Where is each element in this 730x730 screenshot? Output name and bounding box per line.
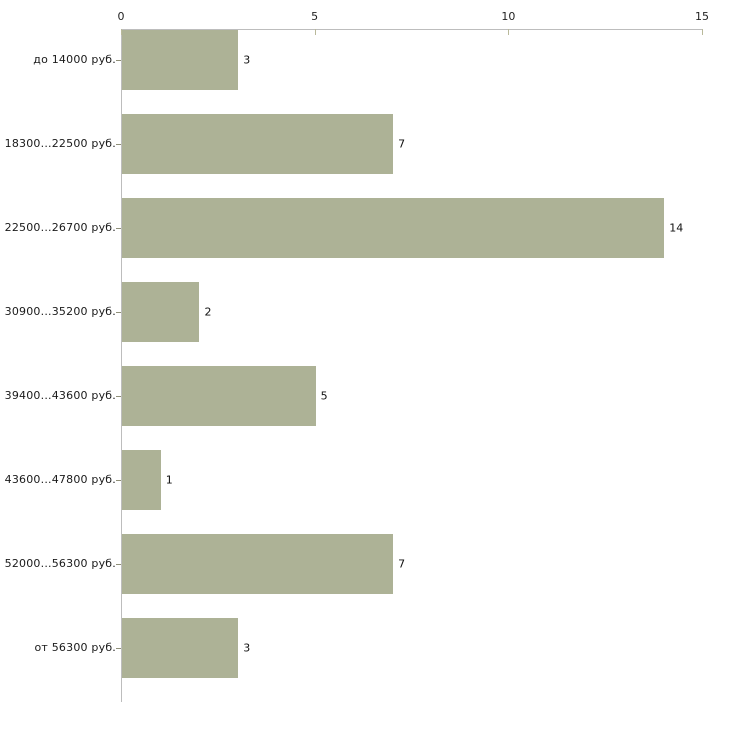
bar-value-label: 1	[165, 473, 173, 487]
bar[interactable]	[122, 114, 394, 174]
bar[interactable]	[122, 450, 161, 510]
y-axis-line	[121, 29, 122, 702]
bar-value-label: 3	[243, 53, 251, 67]
bar-value-label: 5	[320, 389, 328, 403]
x-tick-mark	[702, 29, 703, 35]
y-tick-mark	[116, 564, 121, 565]
category-label: 52000...56300 руб.	[4, 557, 116, 570]
x-axis-line	[121, 29, 702, 30]
category-label: 43600...47800 руб.	[4, 473, 116, 486]
category-label: 18300...22500 руб.	[4, 137, 116, 150]
bar-value-label: 7	[398, 557, 406, 571]
category-label: 22500...26700 руб.	[4, 221, 116, 234]
y-tick-mark	[116, 312, 121, 313]
y-tick-mark	[116, 144, 121, 145]
bar[interactable]	[122, 366, 316, 426]
bar[interactable]	[122, 534, 394, 594]
y-tick-mark	[116, 480, 121, 481]
x-tick-mark	[314, 29, 316, 35]
y-tick-mark	[116, 648, 121, 649]
bar[interactable]	[122, 30, 239, 90]
category-label: от 56300 руб.	[34, 641, 116, 654]
bar[interactable]	[122, 618, 239, 678]
category-label: 39400...43600 руб.	[4, 389, 116, 402]
bar[interactable]	[122, 198, 665, 258]
category-label: до 14000 руб.	[33, 53, 116, 66]
x-tick-label: 5	[311, 10, 319, 23]
y-tick-mark	[116, 396, 121, 397]
x-tick-mark	[121, 29, 122, 35]
x-tick-label: 0	[117, 10, 125, 23]
x-tick-label: 15	[695, 10, 709, 23]
bar-value-label: 2	[204, 305, 212, 319]
y-tick-mark	[116, 228, 121, 229]
x-tick-mark	[508, 29, 510, 35]
category-label: 30900...35200 руб.	[4, 305, 116, 318]
bar[interactable]	[122, 282, 200, 342]
bar-value-label: 3	[243, 641, 251, 655]
bar-value-label: 14	[669, 221, 684, 235]
x-tick-label: 10	[501, 10, 516, 23]
bar-value-label: 7	[398, 137, 406, 151]
y-tick-mark	[116, 60, 121, 61]
